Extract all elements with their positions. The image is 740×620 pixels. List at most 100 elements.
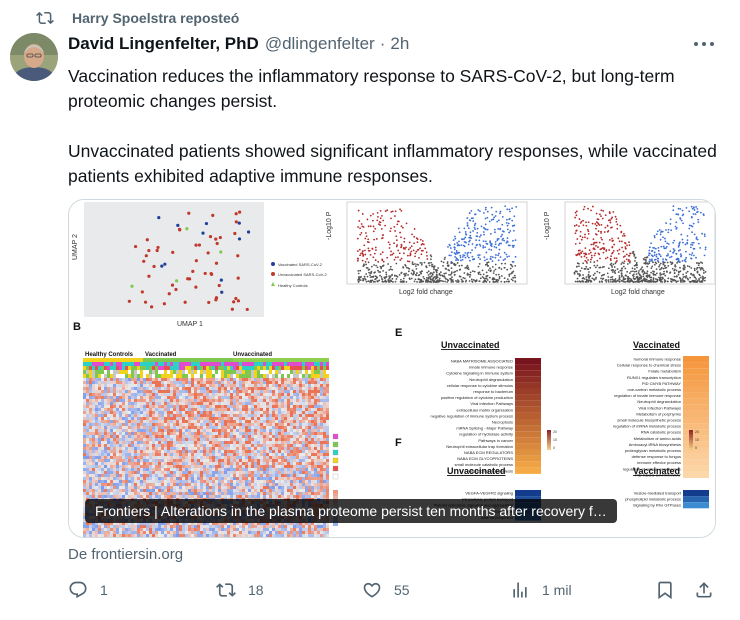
volcano-point: [505, 221, 508, 224]
heatmap-cell: [284, 465, 287, 468]
volcano-point: [623, 260, 626, 263]
heatmap-cell: [209, 459, 212, 462]
heatmap-cell: [263, 378, 266, 381]
heatmap-cell: [314, 471, 317, 474]
heatmap-cell: [320, 396, 323, 399]
volcano-point: [362, 279, 364, 282]
volcano-point: [643, 262, 646, 265]
annotation-cell: [227, 370, 230, 374]
heatmap-cell: [323, 462, 326, 465]
heatmap-cell: [197, 441, 200, 444]
heatmap-cell: [227, 441, 230, 444]
heatmap-cell: [122, 474, 125, 477]
volcano-point: [463, 254, 466, 257]
volcano-point: [433, 266, 435, 269]
annotation-cell: [203, 362, 206, 366]
heatmap-cell: [266, 453, 269, 456]
heatmap-cell: [212, 456, 215, 459]
volcano-point: [444, 277, 447, 280]
heatmap-cell: [233, 408, 236, 411]
volcano-point: [372, 213, 375, 215]
more-options-button[interactable]: [694, 36, 714, 52]
volcano-point: [457, 281, 460, 283]
volcano-point: [418, 281, 421, 283]
heatmap-cell: [182, 408, 185, 411]
timestamp[interactable]: 2h: [390, 34, 410, 53]
heatmap-cell: [290, 447, 293, 450]
heatmap-cell: [287, 423, 290, 426]
author-name[interactable]: David Lingenfelter, PhD: [68, 34, 259, 53]
heatmap-cell: [314, 390, 317, 393]
heatmap-cell: [233, 384, 236, 387]
volcano-point: [374, 278, 376, 281]
heatmap-cell: [140, 465, 143, 468]
volcano-point: [642, 273, 645, 276]
heatmap-cell: [104, 441, 107, 444]
heatmap-cell: [137, 420, 140, 423]
annotation-cell: [224, 374, 227, 378]
heatmap-cell: [155, 432, 158, 435]
repost-indicator[interactable]: Harry Spoelstra reposteó: [36, 9, 239, 27]
annotation-cell: [155, 366, 158, 370]
volcano-point: [690, 257, 692, 260]
heatmap-cell: [110, 450, 113, 453]
heatmap-cell: [140, 387, 143, 390]
heatmap-cell: [242, 423, 245, 426]
heatmap-cell: [131, 468, 134, 471]
heatmap-cell: [296, 405, 299, 408]
heatmap-cell: [248, 390, 251, 393]
heatmap-cell: [113, 417, 116, 420]
heatmap-cell: [167, 393, 170, 396]
heatmap-cell: [164, 471, 167, 474]
heatmap-cell: [224, 411, 227, 414]
avatar[interactable]: [10, 33, 58, 81]
volcano-point: [417, 264, 420, 266]
annotation-cell: [206, 362, 209, 366]
volcano-point: [663, 247, 666, 250]
heatmap-cell: [119, 447, 122, 450]
heatmap-cell: [239, 396, 242, 399]
heatmap-cell: [155, 435, 158, 438]
volcano-point: [391, 253, 394, 256]
heatmap-cell: [278, 399, 281, 402]
volcano-point: [474, 246, 477, 249]
link-card[interactable]: UMAP 2 UMAP 1 Vaccinated SARS-CoV-2 Unva…: [68, 199, 716, 538]
heatmap-cell: [242, 408, 245, 411]
heatmap-cell: [191, 450, 194, 453]
umap-point: [220, 290, 224, 294]
heatmap-cell: [128, 399, 131, 402]
heatmap-cell: [101, 432, 104, 435]
author-handle[interactable]: @dlingenfelter: [264, 34, 375, 53]
heatmap-cell: [224, 402, 227, 405]
volcano-point: [458, 240, 460, 243]
umap-point: [208, 235, 213, 239]
heatmap-cell: [326, 381, 329, 384]
volcano-point: [591, 205, 594, 208]
volcano-point: [365, 280, 368, 283]
volcano-point: [603, 265, 605, 268]
heatmap-cell: [263, 390, 266, 393]
heatmap-cell: [272, 459, 275, 462]
heatmap-cell: [218, 450, 221, 453]
heatmap-cell: [281, 471, 284, 474]
heatmap-cell: [215, 393, 218, 396]
heatmap-cell: [95, 405, 98, 408]
heatmap-cell: [173, 417, 176, 420]
heatmap-cell: [107, 468, 110, 471]
annotation-cell: [98, 374, 101, 378]
heatmap-cell: [245, 420, 248, 423]
heatmap-cell: [176, 471, 179, 474]
heatmap-cell: [269, 471, 272, 474]
heatmap-cell: [299, 462, 302, 465]
volcano-point: [641, 280, 644, 283]
annotation-cell: [131, 374, 134, 378]
annotation-cell: [188, 358, 191, 362]
heatmap-cell: [242, 411, 245, 414]
heatmap-cell: [182, 456, 185, 459]
heatmap-cell: [311, 444, 314, 447]
volcano-point: [494, 256, 497, 259]
volcano-point: [447, 246, 449, 248]
heatmap-cell: [101, 474, 104, 477]
volcano-point: [409, 252, 412, 255]
heatmap-cell: [131, 474, 134, 477]
